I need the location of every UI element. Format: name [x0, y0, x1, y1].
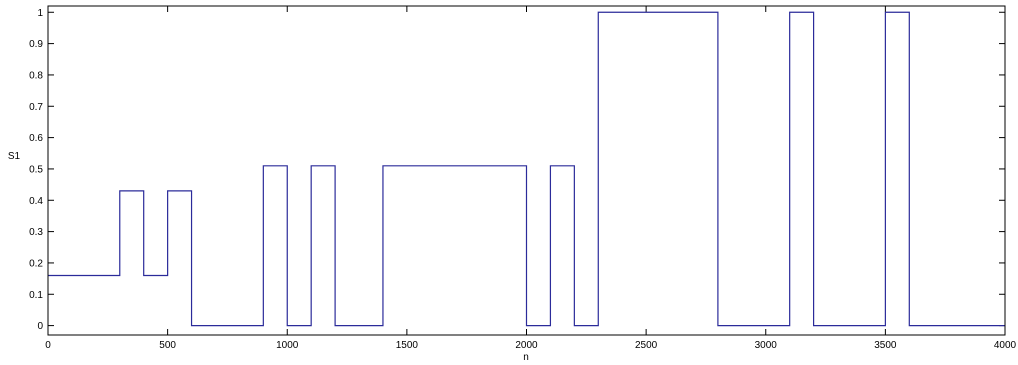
- x-tick-label: 3500: [874, 340, 897, 351]
- x-tick-label: 2500: [635, 340, 658, 351]
- plot-frame: [47, 5, 1006, 336]
- x-tick-label: 1500: [396, 340, 419, 351]
- y-tick-label: 1: [37, 8, 43, 19]
- series-group: [48, 11, 1005, 327]
- y-tick-label: 0: [37, 321, 43, 332]
- y-tick-label: 0.8: [29, 70, 43, 81]
- series-line-s1: [48, 11, 1005, 327]
- x-tick-label: 0: [45, 340, 51, 351]
- y-tick-label: 0.9: [29, 39, 43, 50]
- x-tick-label: 1000: [276, 340, 299, 351]
- x-tick-label: 4000: [994, 340, 1017, 351]
- x-tick-label: 2000: [515, 340, 538, 351]
- x-axis-label: n: [523, 352, 529, 363]
- y-tick-label: 0.1: [29, 290, 43, 301]
- x-tick-labels: 0 500 1000 1500 2000 2500 3000 3500 4000: [45, 340, 1016, 351]
- y-axis-label: S1: [8, 151, 21, 162]
- x-tick-label: 3000: [755, 340, 778, 351]
- y-tick-label: 0.7: [29, 102, 43, 113]
- y-tick-label: 0.5: [29, 164, 43, 175]
- x-tick-label: 500: [159, 340, 176, 351]
- y-tick-label: 0.2: [29, 258, 43, 269]
- y-tick-labels: 0 0.1 0.2 0.3 0.4 0.5 0.6 0.7 0.8 0.9 1: [29, 8, 43, 332]
- y-tick-label: 0.6: [29, 133, 43, 144]
- y-tick-label: 0.4: [29, 196, 43, 207]
- y-tick-label: 0.3: [29, 227, 43, 238]
